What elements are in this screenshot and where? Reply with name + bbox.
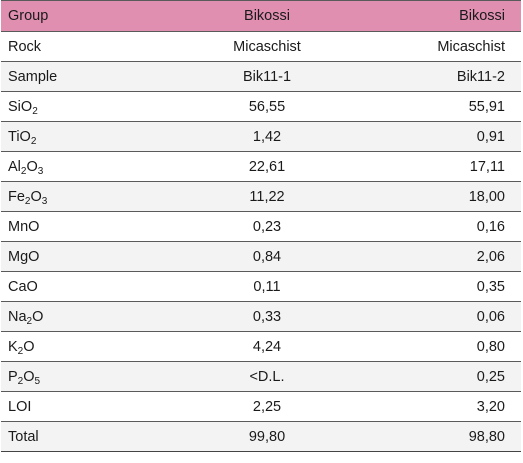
formula-element: Ti [8,128,20,145]
geochemistry-table: Group Bikossi Bikossi Rock Micaschist Mi… [1,0,521,452]
row-value-2: 0,06 [375,301,521,332]
row-label: TiO2 [1,121,159,152]
row-value-1: 1,42 [159,121,375,152]
table-row: P2O5 <D.L. 0,25 [1,361,521,392]
formula-element: O [23,338,35,355]
row-value-2: 55,91 [375,91,521,122]
row-value-2: 17,11 [375,151,521,182]
header-sample-1: Bikossi [159,0,375,32]
row-value-2: 18,00 [375,181,521,212]
formula-subscript: 2 [32,105,38,117]
row-label: K2O [1,331,159,362]
row-value-1: 99,80 [159,421,375,452]
row-value-1: Micaschist [159,31,375,62]
formula-element: O [23,368,35,385]
table-row: MgO 0,84 2,06 [1,241,521,272]
formula-element: Fe [8,188,25,205]
table-header-row: Group Bikossi Bikossi [1,0,521,32]
row-value-2: Bik11-2 [375,61,521,92]
row-value-2: 2,06 [375,241,521,272]
row-label: LOI [1,391,159,422]
table-row: CaO 0,11 0,35 [1,271,521,302]
row-label: Al2O3 [1,151,159,182]
table-row-total: Total 99,80 98,80 [1,421,521,452]
formula-element: O [26,158,38,175]
row-value-1: 0,84 [159,241,375,272]
formula-subscript: 2 [17,345,24,357]
formula-element: P [8,368,18,385]
row-value-2: 3,20 [375,391,521,422]
formula-subscript: 2 [24,195,31,207]
row-value-1: 56,55 [159,91,375,122]
header-sample-2: Bikossi [375,0,521,32]
row-label: Fe2O3 [1,181,159,212]
row-label: MgO [1,241,159,272]
formula-element: Al [8,158,21,175]
table-row: K2O 4,24 0,80 [1,331,521,362]
row-value-1: 0,23 [159,211,375,242]
formula-subscript: 2 [30,135,37,147]
row-value-2: 0,80 [375,331,521,362]
formula-element: Na [8,308,27,325]
row-label: Rock [1,31,159,62]
formula-subscript: 2 [26,315,33,327]
formula-element: O [32,308,44,325]
table-row: Na2O 0,33 0,06 [1,301,521,332]
row-value-2: 0,16 [375,211,521,242]
row-label: SiO2 [1,91,159,122]
row-label: MnO [1,211,159,242]
formula-subscript: 3 [37,165,44,177]
table-row: SiO2 56,55 55,91 [1,91,521,122]
row-label: CaO [1,271,159,302]
row-value-2: 0,91 [375,121,521,152]
table-row: Sample Bik11-1 Bik11-2 [1,61,521,92]
row-label: Sample [1,61,159,92]
row-value-2: 98,80 [375,421,521,452]
formula-subscript: 2 [17,375,24,387]
row-label: Na2O [1,301,159,332]
table-row: MnO 0,23 0,16 [1,211,521,242]
table-row: LOI 2,25 3,20 [1,391,521,422]
table-row: TiO2 1,42 0,91 [1,121,521,152]
row-value-2: Micaschist [375,31,521,62]
row-value-1: 2,25 [159,391,375,422]
formula-element: Si [8,98,21,115]
formula-subscript: 5 [34,375,41,387]
row-value-1: 0,33 [159,301,375,332]
header-group: Group [1,0,159,32]
table-row: Fe2O3 11,22 18,00 [1,181,521,212]
formula-subscript: 2 [20,165,27,177]
table-row: Rock Micaschist Micaschist [1,31,521,62]
row-label: Total [1,421,159,452]
row-value-1: 4,24 [159,331,375,362]
row-value-1: 22,61 [159,151,375,182]
table-row: Al2O3 22,61 17,11 [1,151,521,182]
row-value-1: 0,11 [159,271,375,302]
row-label: P2O5 [1,361,159,392]
formula-element: O [30,188,42,205]
formula-element: K [8,338,18,355]
row-value-2: 0,35 [375,271,521,302]
formula-subscript: 3 [41,195,48,207]
row-value-2: 0,25 [375,361,521,392]
formula-element: O [19,128,31,145]
row-value-1: 11,22 [159,181,375,212]
row-value-1: Bik11-1 [159,61,375,92]
row-value-1: <D.L. [159,361,375,392]
formula-element: O [20,98,33,115]
